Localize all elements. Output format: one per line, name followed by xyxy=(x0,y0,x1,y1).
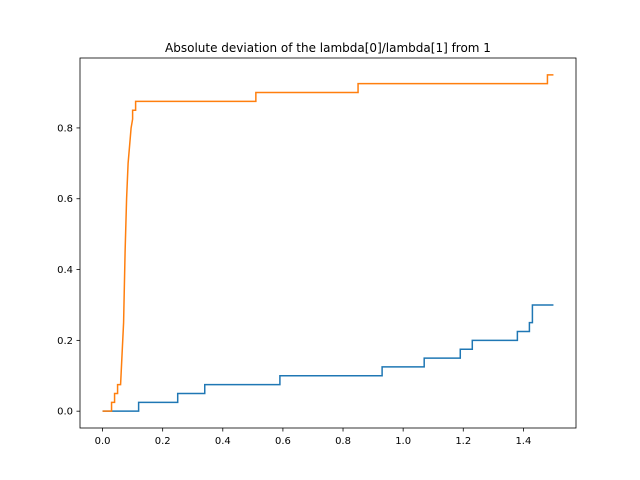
y-tick-label: 0.6 xyxy=(57,194,73,205)
series-line-1 xyxy=(102,304,554,412)
series-line-2 xyxy=(102,74,554,412)
y-tick-label: 0.2 xyxy=(57,336,73,347)
y-tick-label: 0.0 xyxy=(57,407,73,418)
y-axis: 0.0 0.2 0.4 0.6 0.8 xyxy=(57,123,80,418)
series-layer xyxy=(102,74,554,412)
y-tick-label: 0.8 xyxy=(57,123,73,134)
x-tick-label: 0.6 xyxy=(275,436,291,447)
x-axis: 0.0 0.2 0.4 0.6 0.8 1.0 1.2 1.4 xyxy=(95,428,531,447)
x-tick-label: 1.0 xyxy=(395,436,411,447)
chart-title: Absolute deviation of the lambda[0]/lamb… xyxy=(165,41,491,55)
x-tick-label: 0.0 xyxy=(95,436,111,447)
x-tick-label: 1.2 xyxy=(455,436,471,447)
x-tick-label: 1.4 xyxy=(515,436,531,447)
x-tick-label: 0.2 xyxy=(155,436,171,447)
plot-area-frame xyxy=(79,57,577,429)
x-tick-label: 0.8 xyxy=(335,436,351,447)
y-tick-label: 0.4 xyxy=(57,265,73,276)
x-tick-label: 0.4 xyxy=(215,436,231,447)
